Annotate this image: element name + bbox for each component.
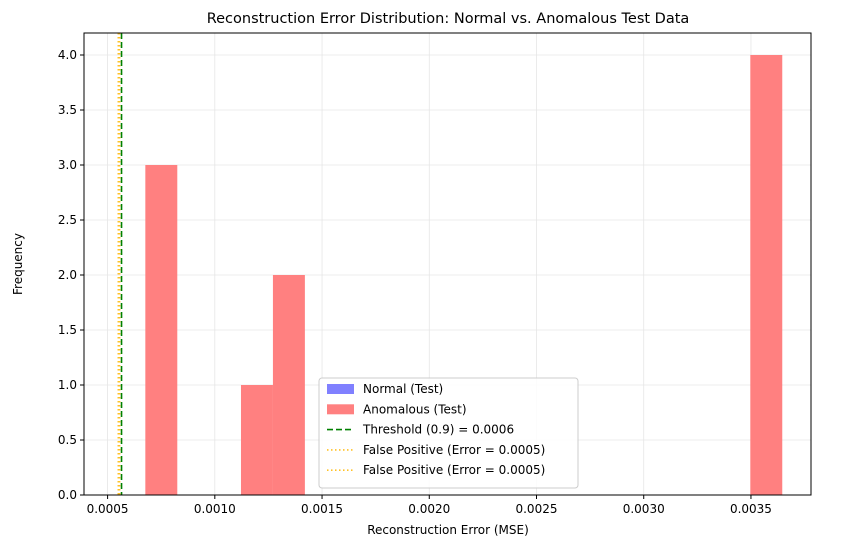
legend-swatch [327, 384, 354, 394]
y-tick-label: 3.0 [58, 158, 77, 172]
y-tick-label: 3.5 [58, 103, 77, 117]
legend-label: Normal (Test) [363, 382, 443, 396]
legend-entry: Threshold (0.9) = 0.0006 [327, 423, 514, 437]
histogram-bar [272, 275, 305, 495]
x-tick-label: 0.0005 [87, 502, 129, 516]
histogram-bar [750, 55, 783, 495]
y-axis-ticks: 0.0 0.5 1.0 1.5 2.0 2.5 3.0 3.5 4.0 [58, 48, 84, 502]
grid [84, 33, 811, 496]
x-tick-label: 0.0015 [301, 502, 343, 516]
y-tick-label: 0.0 [58, 488, 77, 502]
plot-frame [83, 32, 812, 496]
x-axis-ticks: 0.0005 0.0010 0.0015 0.0020 0.0025 0.0030 0.00… [87, 495, 772, 516]
x-axis-label: Reconstruction Error (MSE) [367, 523, 529, 537]
x-tick-label: 0.0025 [515, 502, 557, 516]
legend-box [318, 377, 579, 489]
legend-label: Threshold (0.9) = 0.0006 [362, 423, 514, 437]
histogram-bar [145, 165, 178, 495]
y-tick-label: 1.0 [58, 378, 77, 392]
histogram-bars [145, 55, 783, 495]
y-tick-label: 4.0 [58, 48, 77, 62]
x-tick-label: 0.0010 [194, 502, 236, 516]
x-tick-label: 0.0035 [730, 502, 772, 516]
legend-label: False Positive (Error = 0.0005) [363, 443, 545, 457]
legend-label: Anomalous (Test) [363, 402, 467, 416]
legend-entry: False Positive (Error = 0.0005) [327, 463, 545, 477]
y-tick-label: 2.5 [58, 213, 77, 227]
x-tick-label: 0.0020 [408, 502, 450, 516]
y-tick-label: 1.5 [58, 323, 77, 337]
y-axis-label: Frequency [11, 233, 25, 295]
legend-entry: Normal (Test) [327, 382, 443, 396]
legend-entry: Anomalous (Test) [327, 402, 467, 416]
legend-entry: False Positive (Error = 0.0005) [327, 443, 545, 457]
histogram-bar [240, 385, 273, 495]
legend-swatch [327, 404, 354, 415]
x-tick-label: 0.0030 [623, 502, 665, 516]
y-tick-label: 0.5 [58, 433, 77, 447]
reference-lines [117, 33, 123, 495]
legend-label: False Positive (Error = 0.0005) [363, 463, 545, 477]
y-tick-label: 2.0 [58, 268, 77, 282]
legend: Normal (Test) Anomalous (Test) Threshold (… [318, 377, 579, 489]
chart-title: Reconstruction Error Distribution: Norma… [207, 11, 690, 27]
